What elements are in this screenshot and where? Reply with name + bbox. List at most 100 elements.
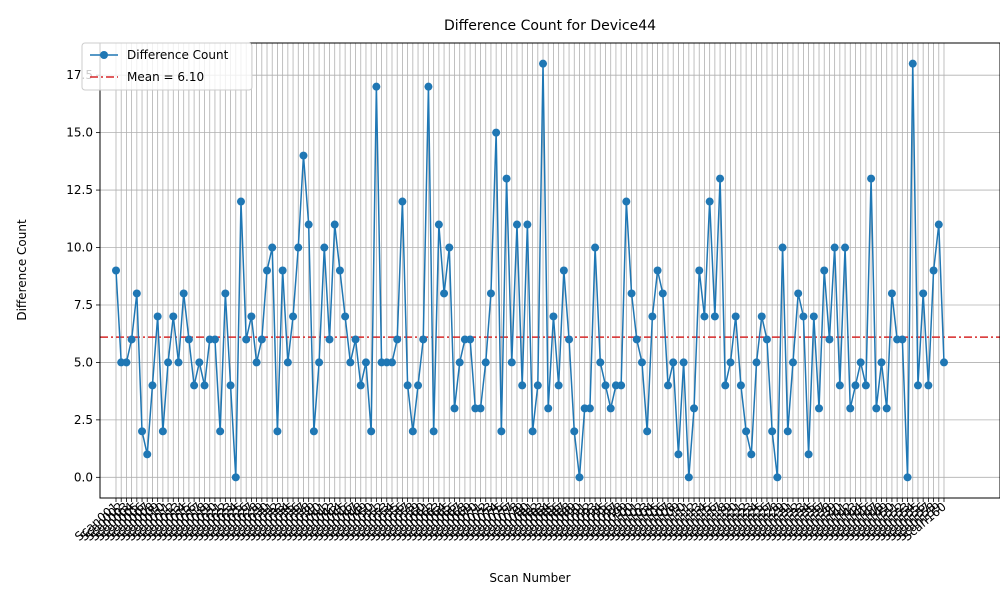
y-tick-label: 0.0 bbox=[74, 470, 93, 484]
data-point bbox=[913, 381, 922, 390]
data-point bbox=[747, 450, 756, 459]
data-point bbox=[627, 289, 636, 298]
data-point bbox=[169, 312, 178, 321]
data-point bbox=[757, 312, 766, 321]
data-point bbox=[773, 473, 782, 482]
data-point bbox=[632, 335, 641, 344]
data-point bbox=[861, 381, 870, 390]
data-point bbox=[934, 220, 943, 229]
data-point bbox=[419, 335, 428, 344]
data-point bbox=[278, 266, 287, 275]
data-point bbox=[794, 289, 803, 298]
data-point bbox=[512, 220, 521, 229]
data-point bbox=[653, 266, 662, 275]
data-point bbox=[257, 335, 266, 344]
data-point bbox=[690, 404, 699, 413]
data-point bbox=[226, 381, 235, 390]
data-point bbox=[315, 358, 324, 367]
data-point bbox=[523, 220, 532, 229]
data-point bbox=[898, 335, 907, 344]
data-point bbox=[601, 381, 610, 390]
data-point bbox=[351, 335, 360, 344]
data-point bbox=[622, 197, 631, 206]
data-point bbox=[393, 335, 402, 344]
data-point bbox=[263, 266, 272, 275]
data-point bbox=[554, 381, 563, 390]
data-point bbox=[153, 312, 162, 321]
data-point bbox=[841, 243, 850, 252]
data-point bbox=[700, 312, 709, 321]
data-point bbox=[570, 427, 579, 436]
data-point bbox=[398, 197, 407, 206]
data-point bbox=[273, 427, 282, 436]
data-point bbox=[367, 427, 376, 436]
data-point bbox=[440, 289, 449, 298]
data-point bbox=[637, 358, 646, 367]
y-tick-label: 15.0 bbox=[66, 126, 93, 140]
data-point bbox=[825, 335, 834, 344]
data-point bbox=[903, 473, 912, 482]
data-point bbox=[658, 289, 667, 298]
x-gridlines bbox=[115, 43, 945, 498]
y-tick-label: 12.5 bbox=[66, 183, 93, 197]
data-point bbox=[289, 312, 298, 321]
data-point bbox=[716, 174, 725, 183]
data-point bbox=[158, 427, 167, 436]
data-point bbox=[783, 427, 792, 436]
data-point bbox=[940, 358, 948, 367]
data-point bbox=[179, 289, 188, 298]
data-point bbox=[299, 151, 308, 160]
data-point bbox=[539, 59, 548, 68]
data-point bbox=[507, 358, 516, 367]
data-point bbox=[867, 174, 876, 183]
data-point bbox=[184, 335, 193, 344]
data-point bbox=[835, 381, 844, 390]
data-point bbox=[497, 427, 506, 436]
y-tick-label: 10.0 bbox=[66, 241, 93, 255]
data-point bbox=[356, 381, 365, 390]
data-point bbox=[533, 381, 542, 390]
data-point bbox=[210, 335, 219, 344]
data-point bbox=[481, 358, 490, 367]
data-point bbox=[294, 243, 303, 252]
data-point bbox=[346, 358, 355, 367]
data-point bbox=[559, 266, 568, 275]
data-point bbox=[778, 243, 787, 252]
series-line-difference-count bbox=[115, 63, 945, 478]
y-tick-label: 7.5 bbox=[74, 298, 93, 312]
data-point bbox=[762, 335, 771, 344]
data-point bbox=[856, 358, 865, 367]
data-point bbox=[502, 174, 511, 183]
data-point bbox=[403, 381, 412, 390]
data-point bbox=[877, 358, 886, 367]
data-point bbox=[788, 358, 797, 367]
data-point bbox=[726, 358, 735, 367]
data-point bbox=[882, 404, 891, 413]
legend: Difference Count Mean = 6.10 bbox=[81, 42, 253, 91]
data-point bbox=[143, 450, 152, 459]
data-point bbox=[283, 358, 292, 367]
data-point bbox=[138, 427, 147, 436]
data-point bbox=[112, 266, 120, 275]
data-point bbox=[664, 381, 672, 390]
data-point bbox=[887, 289, 896, 298]
data-point bbox=[695, 266, 704, 275]
data-point bbox=[846, 404, 855, 413]
data-point bbox=[236, 197, 245, 206]
legend-label-series: Difference Count bbox=[127, 48, 229, 62]
data-point bbox=[924, 381, 933, 390]
data-point bbox=[252, 358, 261, 367]
data-points bbox=[112, 59, 948, 482]
chart-title: Difference Count for Device44 bbox=[444, 18, 656, 34]
data-point bbox=[528, 427, 537, 436]
data-point bbox=[221, 289, 230, 298]
data-point bbox=[372, 82, 381, 91]
data-point bbox=[268, 243, 277, 252]
data-point bbox=[674, 450, 683, 459]
y-axis-label: Difference Count bbox=[15, 219, 29, 321]
data-point bbox=[679, 358, 688, 367]
data-point bbox=[429, 427, 438, 436]
x-axis-label: Scan Number bbox=[489, 571, 570, 585]
data-point bbox=[768, 427, 777, 436]
